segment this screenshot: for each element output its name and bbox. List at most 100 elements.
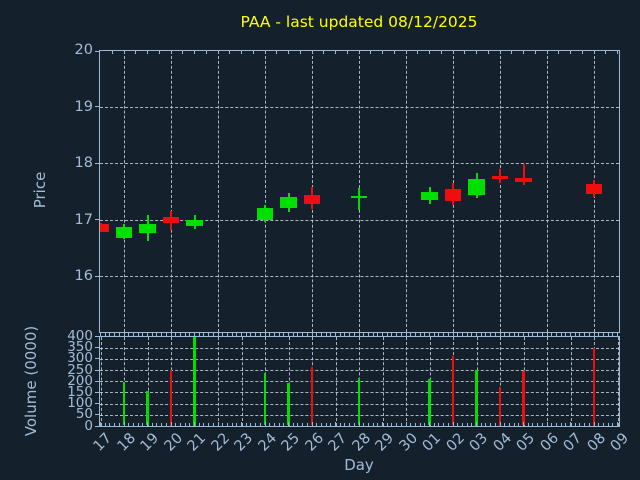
volume-tick-label-100: 100 <box>67 395 93 412</box>
price-top-tick <box>229 51 231 54</box>
candle-body-day-02 <box>444 189 462 201</box>
price-bottom-tick <box>541 333 543 336</box>
candle-body-day-20 <box>162 216 180 224</box>
price-bottom-tick <box>245 333 247 336</box>
price-top-tick <box>405 51 407 54</box>
volume-bottom-tick <box>419 423 421 426</box>
volume-bottom-tick <box>471 423 473 426</box>
x-tick-label-28: 28 <box>349 430 374 455</box>
price-bottom-tick <box>532 333 534 336</box>
price-top-tick <box>546 51 548 54</box>
volume-bottom-tick <box>264 422 266 426</box>
price-bottom-tick <box>537 333 539 336</box>
price-top-tick <box>581 51 583 54</box>
price-top-tick <box>534 51 536 54</box>
price-bottom-tick <box>325 333 327 336</box>
x-tick-label-07: 07 <box>560 430 586 455</box>
x-tick-label-08: 08 <box>584 430 609 455</box>
volume-bottom-tick <box>424 423 426 426</box>
x-tick-label-24: 24 <box>255 430 280 455</box>
volume-plot <box>100 336 619 426</box>
volume-bottom-tick <box>245 423 247 426</box>
x-tick-label-17: 17 <box>90 430 116 455</box>
price-bottom-tick <box>212 333 214 336</box>
price-bottom-tick <box>156 333 158 336</box>
volume-bottom-tick <box>184 423 186 426</box>
price-gridline-day-22 <box>218 51 219 332</box>
price-top-tick <box>170 51 172 54</box>
x-axis-label: Day <box>344 456 374 474</box>
volume-bottom-tick <box>555 423 557 426</box>
volume-bottom-tick <box>570 422 571 426</box>
price-top-tick <box>511 51 513 54</box>
volume-gridline-day-30 <box>406 336 407 426</box>
price-bottom-tick <box>198 333 200 336</box>
price-bottom-tick <box>292 333 294 336</box>
price-tick-label-20: 20 <box>74 42 93 59</box>
volume-bottom-tick <box>203 423 205 426</box>
volume-bottom-tick <box>123 422 125 426</box>
price-bottom-tick <box>499 333 501 337</box>
x-tick-label-03: 03 <box>466 430 492 455</box>
volume-bottom-tick <box>457 423 459 426</box>
volume-bottom-tick <box>236 423 238 426</box>
volume-bar-day-26 <box>310 366 314 426</box>
volume-bottom-tick <box>194 422 195 426</box>
volume-bottom-tick <box>476 422 477 426</box>
price-bottom-tick <box>504 333 506 336</box>
price-top-tick <box>346 51 348 54</box>
price-bottom-tick <box>593 333 595 337</box>
volume-bottom-tick <box>269 423 271 426</box>
volume-bottom-tick <box>151 423 153 426</box>
x-tick-label-18: 18 <box>114 430 139 455</box>
x-tick-label-05: 05 <box>513 430 539 455</box>
volume-bottom-tick <box>278 423 280 426</box>
price-top-tick <box>440 51 442 54</box>
price-top-tick <box>429 51 430 54</box>
price-bottom-tick <box>306 333 308 336</box>
volume-bottom-tick <box>438 423 440 426</box>
volume-bottom-tick <box>499 422 501 426</box>
volume-bottom-tick <box>532 423 534 426</box>
volume-bar-day-08 <box>592 347 596 426</box>
price-bottom-tick <box>226 333 228 336</box>
volume-tick-label-200: 200 <box>67 372 93 389</box>
price-bottom-tick <box>128 333 130 336</box>
price-gridline-day-04 <box>500 51 501 332</box>
volume-bottom-tick <box>574 423 576 426</box>
price-top-tick <box>264 51 266 54</box>
candle-body-day-24 <box>256 208 274 220</box>
price-bottom-tick <box>297 333 299 336</box>
price-top-tick <box>194 51 195 54</box>
volume-bottom-tick <box>560 423 562 426</box>
price-bottom-tick <box>264 333 266 337</box>
volume-bottom-tick <box>400 423 402 426</box>
price-bottom-tick <box>414 333 416 336</box>
candle-body-day-03 <box>468 179 485 195</box>
price-bottom-tick <box>480 333 482 336</box>
price-top-tick <box>311 51 313 54</box>
price-top-tick <box>241 51 242 54</box>
price-bottom-tick <box>161 333 163 336</box>
volume-gridline-day-09 <box>617 336 619 426</box>
price-top-tick <box>335 51 336 54</box>
price-bottom-tick <box>433 333 435 336</box>
price-bottom-tick <box>241 333 242 337</box>
volume-bottom-tick <box>306 423 308 426</box>
volume-bottom-tick <box>320 423 322 426</box>
volume-bottom-tick <box>189 423 191 426</box>
price-spine <box>618 51 620 333</box>
volume-bottom-tick <box>273 423 275 426</box>
price-bottom-tick <box>419 333 421 336</box>
volume-bar-day-18 <box>122 382 126 426</box>
volume-bottom-tick <box>490 423 492 426</box>
price-bottom-tick <box>349 333 351 336</box>
price-bottom-tick <box>555 333 557 336</box>
volume-tick-label-150: 150 <box>67 383 93 400</box>
price-top-tick <box>252 51 254 54</box>
price-bottom-tick <box>508 333 510 336</box>
volume-bottom-tick <box>217 422 219 426</box>
volume-bottom-tick <box>100 422 101 426</box>
volume-bottom-tick <box>283 423 285 426</box>
volume-bottom-tick <box>447 423 449 426</box>
